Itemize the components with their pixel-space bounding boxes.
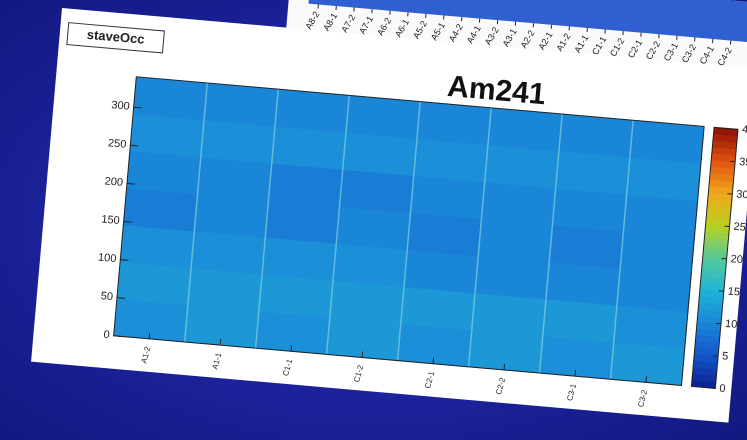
cell [623,194,698,238]
cell [610,342,685,386]
x-tick [291,345,292,351]
cell [417,102,492,146]
chart: A8-2A8-1A7-2A7-1A6-2A6-1A5-2A5-1A4-2A4-1… [0,0,747,440]
cell [339,169,414,213]
x-tick [362,352,363,358]
cell [614,305,689,349]
cell [481,182,556,226]
cell [120,225,195,269]
x-tick [433,358,434,364]
cell [330,280,405,324]
cell [398,324,473,368]
y-tick [114,336,122,337]
y-tick [117,298,125,299]
cell [414,139,489,183]
y-tick [130,145,138,146]
y-tick-label: 0 [103,329,110,341]
y-tick-label: 50 [100,290,113,303]
x-tick [504,364,505,370]
y-tick [120,260,128,261]
z-tick-label: 35 [739,156,747,169]
cell [617,268,692,312]
y-tick-label: 300 [111,99,130,113]
cell [475,256,550,300]
cell [327,317,402,361]
cell [127,151,202,195]
z-tick-label: 25 [733,221,746,234]
cell [478,219,553,263]
cell [114,299,189,343]
cell [191,231,266,275]
cell [343,132,418,176]
y-tick [134,107,142,108]
cell [630,120,705,164]
cell [272,126,347,170]
z-tick-label: 20 [730,253,743,266]
cell [552,188,627,232]
cell [485,145,560,189]
cell [133,77,208,121]
x-tick [149,333,150,339]
cell [549,225,624,269]
cell [268,163,343,207]
z-tick-label: 15 [727,286,740,299]
y-tick [124,221,132,222]
x-tick [575,370,576,376]
page: A8-2A8-1A7-2A7-1A6-2A6-1A5-2A5-1A4-2A4-1… [0,0,747,440]
cell [556,151,631,195]
cell [130,114,205,158]
cell [188,268,263,312]
cell [259,274,334,318]
cell [627,157,702,201]
z-tick-label: 0 [719,383,726,395]
cell [336,206,411,250]
cell [407,213,482,257]
cell [543,299,618,343]
x-tick [646,376,647,382]
cell [262,237,337,281]
cell [265,200,340,244]
y-tick-label: 200 [104,175,123,189]
y-tick-label: 100 [98,252,117,266]
cell [194,194,269,238]
cell [346,95,421,139]
cell [117,262,192,306]
y-tick [127,183,135,184]
cell [559,114,634,158]
cell [539,336,614,380]
cell [546,262,621,306]
z-tick-label: 30 [736,188,747,201]
cell [468,330,543,374]
cell [201,120,276,164]
cell [488,108,563,152]
z-tick-label: 10 [724,318,737,331]
z-tick-label: 5 [722,350,729,362]
z-tick-label: 40 [741,124,747,137]
x-tick [220,339,221,345]
cell [401,287,476,331]
cell [123,188,198,232]
cell [472,293,547,337]
cell [275,89,350,133]
cell [185,305,260,349]
y-tick-label: 250 [108,137,127,151]
cell [410,176,485,220]
cell [620,231,695,275]
y-tick-label: 150 [101,213,120,227]
cell [404,250,479,294]
cell [204,83,279,127]
cell [333,243,408,287]
cell [256,311,331,355]
cell [198,157,273,201]
